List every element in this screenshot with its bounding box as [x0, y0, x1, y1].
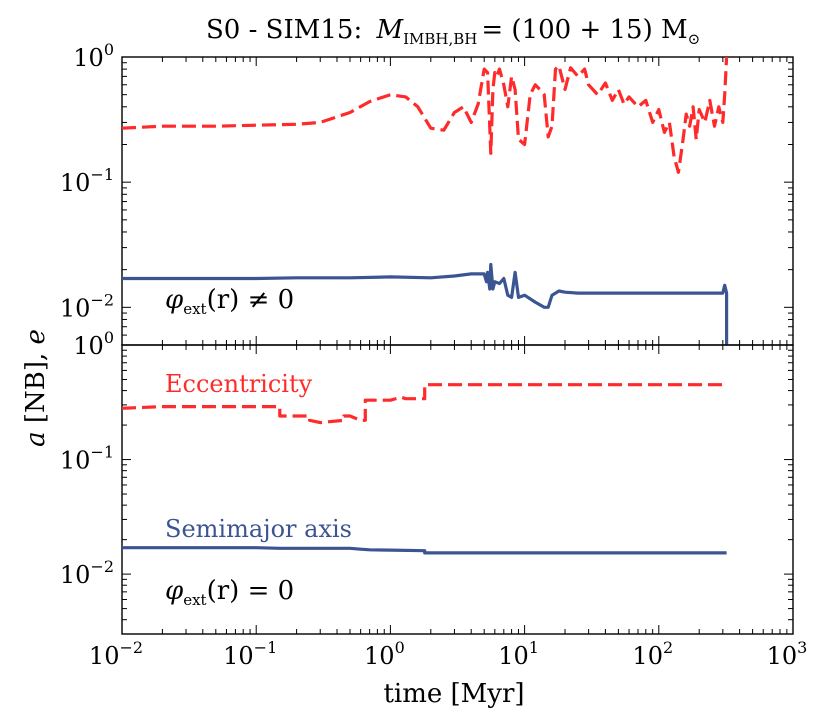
title-sun-symbol: ⊙: [688, 30, 701, 48]
bottom-y-tick-label: 10−1: [60, 443, 114, 475]
bottom-y-tick-label: 10−2: [60, 557, 114, 589]
bottom-semimajor-line: [122, 546, 727, 555]
title-mass-subscript: IMBH,BH: [403, 30, 477, 48]
bottom-x-tick-label: 101: [498, 638, 539, 670]
title-mass-expression: = (100 + 15) M: [481, 15, 687, 45]
bottom-x-tick-label: 10−2: [89, 638, 143, 670]
top-panel-annotation: φext(r) ≠ 0: [165, 285, 294, 318]
semimajor-series-label: Semimajor axis: [165, 515, 352, 543]
bottom-y-tick-label: 100: [73, 328, 114, 360]
chart-title: S0 - SIM15: MIMBH,BH = (100 + 15) M⊙: [206, 15, 700, 48]
top-y-tick-label: 10−1: [60, 165, 114, 197]
top-semimajor-line: [122, 262, 729, 345]
x-axis-label: time [Myr]: [383, 679, 524, 709]
y-axis-label: a [NB], e: [21, 329, 51, 447]
bottom-x-tick-label: 103: [767, 638, 808, 670]
bottom-x-tick-label: 10−1: [223, 638, 277, 670]
bottom-panel-annotation: φext(r) = 0: [165, 576, 294, 609]
top-eccentricity-line: [122, 57, 729, 174]
eccentricity-series-label: Eccentricity: [165, 370, 313, 398]
bottom-panel: 100 10−1 10−2 10−2 10−1 100 101 102 103: [60, 328, 808, 670]
top-y-tick-label: 10−2: [60, 290, 114, 322]
bottom-eccentricity-line: [122, 383, 727, 425]
bottom-x-tick-label: 102: [632, 638, 673, 670]
top-panel: 100 10−1 10−2: [60, 40, 794, 346]
bottom-x-tick-label: 100: [364, 638, 405, 670]
bottom-panel-frame: [121, 344, 794, 635]
top-y-tick-label: 100: [73, 40, 114, 72]
title-mass-symbol: M: [375, 15, 404, 45]
